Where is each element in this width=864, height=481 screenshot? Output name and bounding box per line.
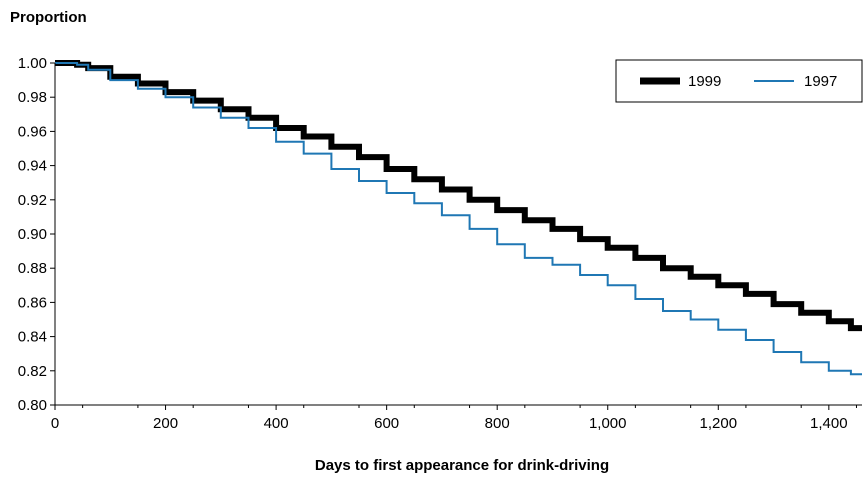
axes-layer: 0.80 0.82 0.84 0.86 0.88 0.90 0.92 0.94 0.96 0.98… [18, 55, 862, 432]
x-tick-label: 1,000 [589, 415, 627, 432]
y-tick-label: 1.00 [18, 55, 47, 72]
x-tick-label: 400 [264, 415, 289, 432]
x-axis-title: Days to first appearance for drink-drivi… [315, 457, 609, 474]
legend: 1999 1997 [615, 59, 863, 103]
x-tick-label: 1,200 [700, 415, 738, 432]
y-axis-title: Proportion [10, 9, 87, 26]
series-line-1997 [55, 62, 862, 376]
x-tick-label: 0 [51, 415, 59, 432]
y-tick-label: 0.86 [18, 294, 47, 311]
y-tick-label: 0.82 [18, 363, 47, 380]
series-line-1999 [55, 60, 862, 332]
y-tick-label: 0.92 [18, 192, 47, 209]
y-tick-label: 0.88 [18, 260, 47, 277]
legend-label-1999: 1999 [688, 73, 721, 90]
x-tick-label: 600 [374, 415, 399, 432]
y-tick-label: 0.98 [18, 89, 47, 106]
y-tick-label: 0.80 [18, 397, 47, 414]
y-tick-label: 0.84 [18, 329, 47, 346]
legend-label-1997: 1997 [804, 73, 837, 90]
x-tick-label: 1,400 [810, 415, 848, 432]
x-tick-label: 200 [153, 415, 178, 432]
y-tick-label: 0.90 [18, 226, 47, 243]
y-tick-label: 0.96 [18, 123, 47, 140]
x-tick-label: 800 [485, 415, 510, 432]
series-layer [55, 60, 862, 376]
y-tick-label: 0.94 [18, 158, 47, 175]
